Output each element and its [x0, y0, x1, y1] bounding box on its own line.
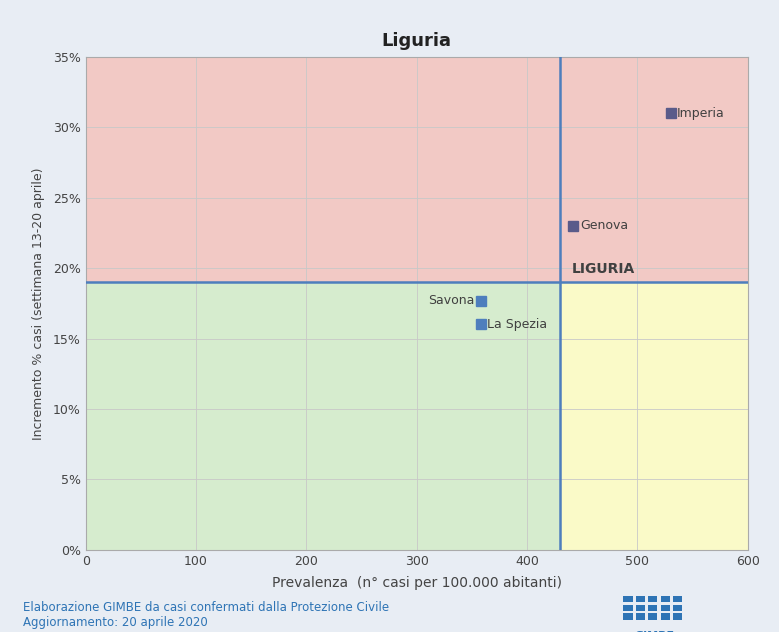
Bar [648, 604, 657, 611]
Bar [623, 613, 633, 620]
Bar [673, 595, 682, 602]
Bar [661, 595, 670, 602]
Text: Savona: Savona [428, 294, 474, 307]
Text: LIGURIA: LIGURIA [571, 262, 635, 276]
Bar [623, 604, 633, 611]
Bar [648, 595, 657, 602]
Bar [648, 613, 657, 620]
Bar [673, 613, 682, 620]
Bar [661, 604, 670, 611]
Text: Elaborazione GIMBE da casi confermati dalla Protezione Civile
Aggiornamento: 20 : Elaborazione GIMBE da casi confermati da… [23, 601, 390, 629]
Text: Imperia: Imperia [677, 107, 725, 119]
Bar [636, 595, 645, 602]
Bar [661, 613, 670, 620]
Title: Liguria: Liguria [382, 32, 452, 50]
Bar [636, 604, 645, 611]
X-axis label: Prevalenza  (n° casi per 100.000 abitanti): Prevalenza (n° casi per 100.000 abitanti… [272, 576, 562, 590]
Text: GIMBE: GIMBE [634, 631, 675, 632]
Y-axis label: Incremento % casi (settimana 13-20 aprile): Incremento % casi (settimana 13-20 april… [32, 167, 44, 440]
Text: Genova: Genova [580, 219, 628, 233]
Bar [623, 595, 633, 602]
Bar [636, 613, 645, 620]
Bar [673, 604, 682, 611]
Text: La Spezia: La Spezia [488, 318, 548, 331]
